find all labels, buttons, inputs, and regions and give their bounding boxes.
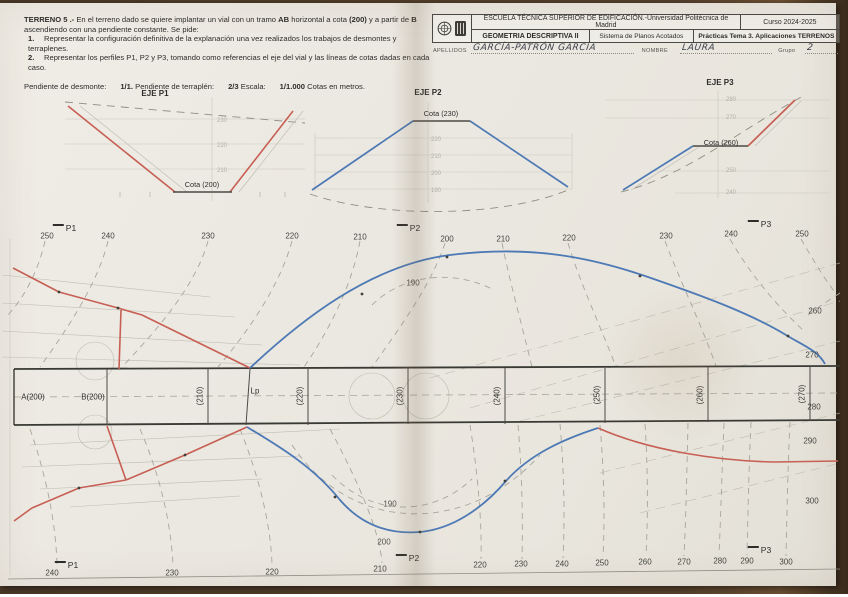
- p2-terrain-dashed: [310, 190, 568, 212]
- grupo-field[interactable]: 2: [805, 43, 838, 54]
- profile-p1-drawing: [60, 89, 310, 209]
- header-table: ESCUELA TÉCNICA SUPERIOR DE EDIFICACIÓN.…: [432, 14, 840, 43]
- road-band: [14, 366, 840, 425]
- worksheet-paper: TERRENO 5 .- En el terreno dado se quier…: [0, 3, 836, 586]
- nombre-label: NOMBRE: [642, 48, 668, 54]
- road-bottom-edge: [14, 420, 840, 425]
- p2-cota-label: Cota (230): [424, 109, 458, 118]
- p1-title: EJE P1: [141, 89, 168, 98]
- problem-text: y a partir de: [369, 15, 409, 24]
- system-name: Sistema de Planos Acotados: [590, 30, 694, 42]
- apellidos-handwritten: GARCÍA-PATRÓN GARCÍA: [472, 43, 596, 53]
- p1-cota-label: Cota (200): [185, 180, 219, 189]
- point-b: B: [411, 15, 416, 24]
- item-number: 1.: [28, 34, 44, 44]
- cut-boundary-lines: [13, 268, 838, 521]
- header-row-1: ESCUELA TÉCNICA SUPERIOR DE EDIFICACIÓN.…: [472, 15, 839, 30]
- problem-line-1: TERRENO 5 .- En el terreno dado se quier…: [24, 15, 436, 25]
- apellidos-label: APELLIDOS: [433, 48, 467, 54]
- topic-name: Prácticas Tema 3. Aplicaciones TERRENOS: [694, 30, 839, 42]
- problem-item-2: 2.Representar los perfiles P1, P2 y P3, …: [24, 53, 436, 72]
- p1-terrain-dashed: [65, 102, 305, 123]
- subject-name: GEOMETRIA DESCRIPTIVA II: [472, 30, 590, 42]
- grupo-label: Grupo: [778, 48, 795, 54]
- problem-statement: TERRENO 5 .- En el terreno dado se quier…: [24, 15, 436, 91]
- problem-line-2: ascendiendo con una pendiente constante.…: [24, 25, 436, 35]
- p3-cut-line: [748, 100, 795, 146]
- plan-drawing: [0, 213, 848, 597]
- p2-title: EJE P2: [414, 88, 441, 97]
- road-top-edge: [14, 366, 840, 369]
- student-fields: APELLIDOS GARCÍA-PATRÓN GARCÍA NOMBRE LA…: [433, 43, 838, 54]
- problem-title: TERRENO 5 .-: [24, 15, 74, 24]
- p3-title: EJE P3: [706, 78, 733, 87]
- contour-lines: [6, 239, 840, 565]
- survey-points: [58, 256, 790, 534]
- cota-200: (200): [349, 15, 367, 24]
- item-number: 2.: [28, 53, 44, 63]
- course-year: Curso 2024-2025: [741, 15, 839, 29]
- p3-cota-label: Cota (260): [704, 138, 738, 147]
- frame-bottom-line: [8, 569, 840, 579]
- grupo-handwritten: 2: [807, 43, 815, 53]
- item-text: Representar los perfiles P1, P2 y P3, to…: [28, 53, 429, 72]
- nombre-field[interactable]: LAURA: [680, 43, 772, 54]
- problem-item-1: 1.Representar la configuración definitiv…: [24, 34, 436, 53]
- p2-fill-lines: [312, 121, 568, 190]
- p3-fill-line: [623, 146, 693, 190]
- school-name: ESCUELA TÉCNICA SUPERIOR DE EDIFICACIÓN.…: [472, 15, 741, 29]
- header-row-2: GEOMETRIA DESCRIPTIVA II Sistema de Plan…: [472, 30, 839, 42]
- header-grid: ESCUELA TÉCNICA SUPERIOR DE EDIFICACIÓN.…: [472, 15, 839, 42]
- nombre-handwritten: LAURA: [681, 43, 715, 53]
- problem-text: En el terreno dado se quiere implantar u…: [76, 15, 276, 24]
- road-centerline: [14, 393, 840, 397]
- fill-boundary-lines: [247, 251, 825, 532]
- problem-text: horizontal a cota: [291, 15, 347, 24]
- building-icon: [454, 20, 467, 37]
- p2-gridlines: [315, 103, 572, 203]
- logo-cell: [433, 15, 472, 42]
- item-text: Representar la configuración definitiva …: [28, 34, 396, 53]
- segment-ab: AB: [278, 15, 289, 24]
- upm-crest-icon: [437, 21, 452, 36]
- apellidos-field[interactable]: GARCÍA-PATRÓN GARCÍA: [471, 43, 634, 54]
